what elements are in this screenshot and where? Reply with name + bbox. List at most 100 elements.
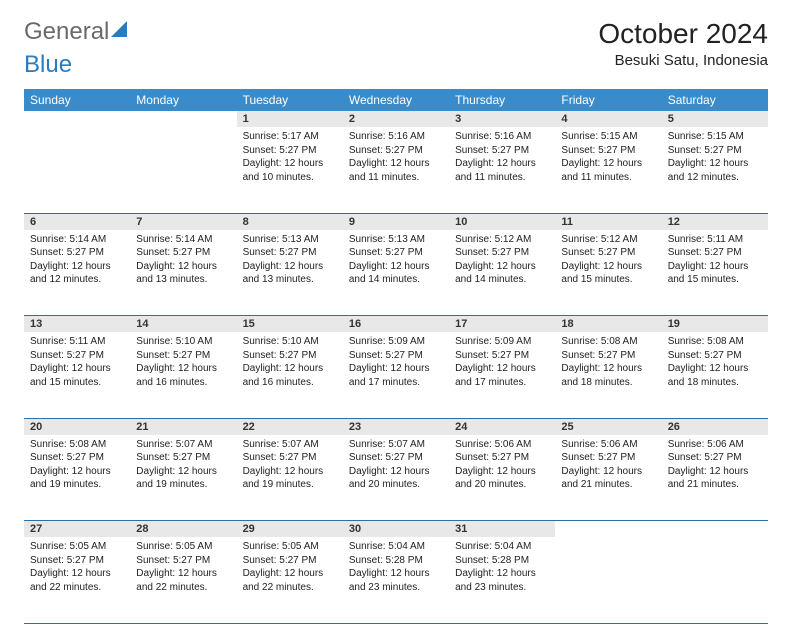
sunset-text: Sunset: 5:27 PM [668, 246, 762, 260]
sunrise-text: Sunrise: 5:09 AM [455, 335, 549, 349]
logo-sail-icon [111, 21, 131, 39]
sunrise-text: Sunrise: 5:15 AM [561, 130, 655, 144]
daylight-text: Daylight: 12 hours and 19 minutes. [136, 465, 230, 492]
daylight-text: Daylight: 12 hours and 12 minutes. [668, 157, 762, 184]
daylight-text: Daylight: 12 hours and 19 minutes. [30, 465, 124, 492]
daylight-text: Daylight: 12 hours and 16 minutes. [243, 362, 337, 389]
day-content-cell: Sunrise: 5:07 AMSunset: 5:27 PMDaylight:… [237, 435, 343, 521]
day-content-cell [555, 537, 661, 623]
day-content-cell: Sunrise: 5:14 AMSunset: 5:27 PMDaylight:… [130, 230, 236, 316]
logo: General [24, 18, 131, 46]
daylight-text: Daylight: 12 hours and 23 minutes. [455, 567, 549, 594]
logo-text-gray: General [24, 18, 109, 46]
daylight-text: Daylight: 12 hours and 22 minutes. [136, 567, 230, 594]
sunrise-text: Sunrise: 5:05 AM [136, 540, 230, 554]
sunset-text: Sunset: 5:27 PM [243, 144, 337, 158]
daylight-text: Daylight: 12 hours and 11 minutes. [561, 157, 655, 184]
day-content-cell: Sunrise: 5:06 AMSunset: 5:27 PMDaylight:… [662, 435, 768, 521]
sunset-text: Sunset: 5:27 PM [668, 349, 762, 363]
sunset-text: Sunset: 5:27 PM [243, 349, 337, 363]
sunrise-text: Sunrise: 5:10 AM [243, 335, 337, 349]
sunset-text: Sunset: 5:27 PM [30, 554, 124, 568]
day-content-cell: Sunrise: 5:05 AMSunset: 5:27 PMDaylight:… [237, 537, 343, 623]
day-number-cell: 13 [24, 316, 130, 333]
sunrise-text: Sunrise: 5:06 AM [561, 438, 655, 452]
sunset-text: Sunset: 5:27 PM [349, 349, 443, 363]
sunrise-text: Sunrise: 5:14 AM [30, 233, 124, 247]
sunset-text: Sunset: 5:27 PM [561, 144, 655, 158]
day-number-cell: 31 [449, 521, 555, 538]
day-number-cell: 20 [24, 418, 130, 435]
day-content-cell: Sunrise: 5:12 AMSunset: 5:27 PMDaylight:… [449, 230, 555, 316]
day-number-cell: 24 [449, 418, 555, 435]
daylight-text: Daylight: 12 hours and 19 minutes. [243, 465, 337, 492]
sunset-text: Sunset: 5:27 PM [561, 246, 655, 260]
sunrise-text: Sunrise: 5:07 AM [349, 438, 443, 452]
daylight-text: Daylight: 12 hours and 18 minutes. [668, 362, 762, 389]
sunset-text: Sunset: 5:27 PM [136, 554, 230, 568]
sunset-text: Sunset: 5:27 PM [455, 451, 549, 465]
day-number-cell: 14 [130, 316, 236, 333]
day-content-cell: Sunrise: 5:12 AMSunset: 5:27 PMDaylight:… [555, 230, 661, 316]
daylight-text: Daylight: 12 hours and 22 minutes. [243, 567, 337, 594]
day-content-cell: Sunrise: 5:13 AMSunset: 5:27 PMDaylight:… [343, 230, 449, 316]
day-content-cell: Sunrise: 5:09 AMSunset: 5:27 PMDaylight:… [449, 332, 555, 418]
day-number-cell: 2 [343, 111, 449, 127]
daylight-text: Daylight: 12 hours and 14 minutes. [455, 260, 549, 287]
sunrise-text: Sunrise: 5:13 AM [349, 233, 443, 247]
day-number-cell: 12 [662, 213, 768, 230]
daylight-text: Daylight: 12 hours and 10 minutes. [243, 157, 337, 184]
logo-text-blue: Blue [24, 51, 72, 79]
day-number-cell: 7 [130, 213, 236, 230]
sunrise-text: Sunrise: 5:08 AM [30, 438, 124, 452]
sunrise-text: Sunrise: 5:16 AM [349, 130, 443, 144]
day-content-cell [24, 127, 130, 213]
daylight-text: Daylight: 12 hours and 13 minutes. [243, 260, 337, 287]
daylight-text: Daylight: 12 hours and 14 minutes. [349, 260, 443, 287]
sunrise-text: Sunrise: 5:14 AM [136, 233, 230, 247]
day-header: Monday [130, 89, 236, 111]
daylight-text: Daylight: 12 hours and 17 minutes. [349, 362, 443, 389]
day-number-cell: 26 [662, 418, 768, 435]
sunrise-text: Sunrise: 5:17 AM [243, 130, 337, 144]
daynum-row: 13141516171819 [24, 316, 768, 333]
sunset-text: Sunset: 5:27 PM [30, 451, 124, 465]
sunrise-text: Sunrise: 5:07 AM [243, 438, 337, 452]
sunset-text: Sunset: 5:27 PM [136, 451, 230, 465]
day-content-cell: Sunrise: 5:13 AMSunset: 5:27 PMDaylight:… [237, 230, 343, 316]
day-number-cell: 4 [555, 111, 661, 127]
day-content-cell: Sunrise: 5:10 AMSunset: 5:27 PMDaylight:… [130, 332, 236, 418]
daynum-row: 20212223242526 [24, 418, 768, 435]
daylight-text: Daylight: 12 hours and 15 minutes. [30, 362, 124, 389]
daynum-row: 6789101112 [24, 213, 768, 230]
sunset-text: Sunset: 5:27 PM [668, 451, 762, 465]
sunrise-text: Sunrise: 5:10 AM [136, 335, 230, 349]
content-row: Sunrise: 5:11 AMSunset: 5:27 PMDaylight:… [24, 332, 768, 418]
day-header: Sunday [24, 89, 130, 111]
day-header-row: Sunday Monday Tuesday Wednesday Thursday… [24, 89, 768, 111]
day-number-cell: 23 [343, 418, 449, 435]
day-content-cell: Sunrise: 5:11 AMSunset: 5:27 PMDaylight:… [24, 332, 130, 418]
daylight-text: Daylight: 12 hours and 21 minutes. [561, 465, 655, 492]
day-number-cell: 30 [343, 521, 449, 538]
sunset-text: Sunset: 5:27 PM [30, 349, 124, 363]
content-row: Sunrise: 5:08 AMSunset: 5:27 PMDaylight:… [24, 435, 768, 521]
day-number-cell: 25 [555, 418, 661, 435]
day-number-cell: 21 [130, 418, 236, 435]
day-number-cell [24, 111, 130, 127]
daylight-text: Daylight: 12 hours and 12 minutes. [30, 260, 124, 287]
day-content-cell: Sunrise: 5:08 AMSunset: 5:27 PMDaylight:… [24, 435, 130, 521]
daylight-text: Daylight: 12 hours and 16 minutes. [136, 362, 230, 389]
sunset-text: Sunset: 5:28 PM [455, 554, 549, 568]
daylight-text: Daylight: 12 hours and 18 minutes. [561, 362, 655, 389]
day-header: Tuesday [237, 89, 343, 111]
sunrise-text: Sunrise: 5:11 AM [668, 233, 762, 247]
day-number-cell: 27 [24, 521, 130, 538]
day-content-cell: Sunrise: 5:06 AMSunset: 5:27 PMDaylight:… [449, 435, 555, 521]
title-block: October 2024 Besuki Satu, Indonesia [598, 18, 768, 69]
sunrise-text: Sunrise: 5:16 AM [455, 130, 549, 144]
day-number-cell: 1 [237, 111, 343, 127]
daynum-row: 2728293031 [24, 521, 768, 538]
day-number-cell: 18 [555, 316, 661, 333]
day-content-cell: Sunrise: 5:05 AMSunset: 5:27 PMDaylight:… [130, 537, 236, 623]
